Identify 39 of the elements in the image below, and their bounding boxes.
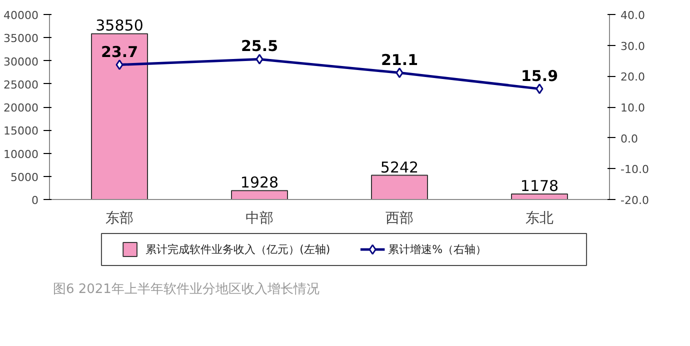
y-tick-label: 20000 [4,102,39,114]
y2-tick-label: 40.0 [620,9,645,22]
legend-label: 累计完成软件业务收入（亿元）(左轴) [146,243,330,256]
data-label: 21.1 [380,50,418,69]
point [116,60,124,70]
y2-tick-label: -20.0 [620,194,649,207]
data-label: 15.9 [520,66,558,85]
data-label: 5242 [380,158,419,176]
y-tick-label: 10000 [4,148,39,161]
point [256,54,264,64]
data-label: 35850 [96,16,144,35]
y-tick-label: 15000 [4,124,39,138]
y-tick-label: 35000 [4,32,39,46]
y-tick-label: 30000 [4,55,39,68]
caption: 图6 2021年上半年软件业分地区收入增长情况 [52,282,320,297]
y2-tick-label: 0.0 [620,132,638,146]
y-tick-label: 40000 [4,9,39,22]
data-label: 25.5 [240,37,278,56]
x-tick-label: 东北 [526,210,554,226]
legend-label: 累计增速%（右轴） [388,243,487,256]
data-label: 1928 [240,174,279,192]
x-tick-label: 西部 [386,210,414,226]
y-tick-label: 0 [32,194,38,207]
y2-tick-label: 10.0 [620,102,645,114]
bar [511,194,568,200]
bar [231,190,288,200]
bar [371,174,428,200]
y2-tick-label: 20.0 [620,70,645,84]
bar [91,33,148,200]
y-tick-label: 5000 [10,170,39,184]
y2-tick-label: 30.0 [620,40,645,53]
data-label: 23.7 [100,42,138,61]
y-tick-label: 25000 [4,78,39,92]
x-tick-label: 东部 [106,210,134,226]
point [396,68,404,78]
y2-tick-label: -10.0 [620,163,649,176]
data-label: 1178 [520,177,559,196]
x-tick-label: 中部 [246,210,274,226]
point [536,84,544,94]
